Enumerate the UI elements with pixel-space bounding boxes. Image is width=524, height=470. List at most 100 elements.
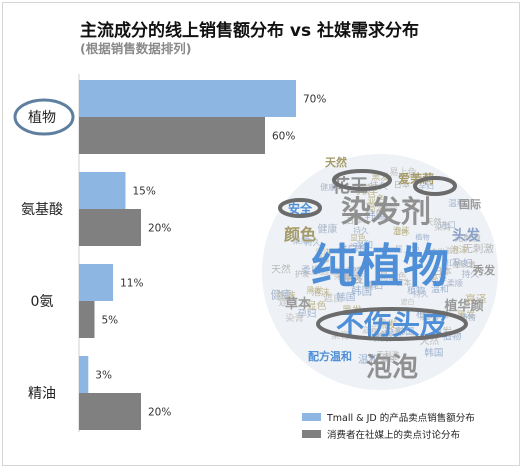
cloud-filler-word: 进口 [338, 244, 358, 256]
cloud-filler-word: 泡沫 [393, 226, 410, 236]
cloud-filler-word: 日本 [394, 179, 410, 189]
cloud-filler-word: 温和 [358, 353, 379, 365]
bars-group [78, 74, 296, 432]
cloud-filler-word: 泡沫 [312, 287, 330, 299]
cloud-filler-word: 亮泽 [315, 255, 329, 264]
chart-subtitle: (根据销售数据排列) [80, 41, 192, 56]
cloud-filler-word: 泡沫 [277, 289, 296, 301]
cloud-filler-word: 天然 [425, 217, 441, 227]
cloud-filler-word: 温和 [350, 243, 367, 254]
cloud-filler-word: 柔顺 [292, 236, 310, 247]
cloud-filler-word: 泡沫 [450, 245, 467, 255]
cloud-word: 国际 [459, 197, 481, 211]
cloud-filler-word: 亮泽 [365, 202, 387, 215]
cloud-filler-word: 健康 [271, 288, 293, 301]
cloud-filler-word: 遮白 [321, 265, 340, 277]
cloud-filler-word: 护发 [343, 271, 365, 285]
cloud-filler-word: 日本 [396, 278, 412, 288]
cloud-word: 爱茉莉 [398, 171, 434, 186]
legend-swatch [302, 430, 321, 438]
highlight-ellipse [316, 307, 468, 341]
cloud-filler-word: 易上色 [389, 166, 417, 178]
cloud-filler-word: 柔顺 [301, 265, 322, 277]
bar-social [79, 117, 265, 154]
cloud-filler-word: 亮泽 [465, 292, 487, 306]
cloud-filler-word: 孕妇 [384, 329, 398, 338]
cloud-filler-word: 进口 [365, 281, 384, 292]
cloud-filler-word: 植物 [407, 284, 425, 296]
cloud-filler-word: 温和 [355, 240, 373, 251]
chart-title: 主流成分的线上销售额分布 vs 社媒需求分布 [80, 21, 420, 41]
cloud-filler-word: 持久 [462, 268, 480, 280]
cloud-filler-word: 染膏 [434, 221, 452, 233]
category-label: 植物 [28, 110, 56, 126]
bar-social [79, 301, 95, 338]
cloud-filler-word: 易上色 [379, 270, 406, 282]
cloud-word: 纯植物 [311, 239, 449, 293]
value-label: 11% [120, 278, 143, 290]
cloud-filler-word: 持久 [305, 237, 321, 247]
cloud-filler-word: 韩国 [336, 292, 355, 304]
cloud-filler-word: 韩国 [424, 347, 443, 359]
cloud-filler-word: 柔顺 [345, 266, 362, 276]
cloud-filler-word: 韩国 [365, 207, 387, 221]
cloud-filler-word: 泡沫 [315, 247, 331, 257]
cloud-filler-word: 护发 [348, 265, 364, 275]
cloud-filler-word: 进口 [441, 259, 457, 268]
cloud-filler-word: 持久 [353, 226, 369, 236]
cloud-filler-word: 健康 [364, 280, 378, 289]
cloud-filler-word: 黑发 [306, 285, 322, 295]
cloud-word: 花王 [332, 175, 368, 197]
cloud-filler-word: 无刺激 [453, 259, 476, 269]
cloud-filler-word: 日本 [433, 266, 452, 278]
value-label: 20% [148, 407, 171, 419]
cloud-filler-word: 无刺激 [462, 242, 494, 255]
cloud-word: 配方温和 [308, 349, 352, 363]
cloud-filler-word: 遮白 [278, 296, 298, 309]
value-label: 5% [102, 315, 119, 327]
bar-social [79, 393, 141, 430]
bar-sales [79, 172, 126, 209]
cloud-filler-word: 韩国 [396, 325, 414, 337]
chart-frame [2, 2, 520, 466]
cloud-word: 染发剂 [341, 195, 431, 230]
cloud-filler-word: 染膏 [285, 312, 304, 324]
cloud-filler-word: 显色 [394, 228, 408, 237]
cloud-filler-word: 滋养 [384, 326, 404, 339]
cloud-word: 植华颜 [443, 298, 483, 314]
cloud-filler-word: 孕妇 [419, 181, 434, 191]
cloud-word: 草本 [285, 296, 311, 312]
value-label: 70% [303, 94, 326, 106]
bar-sales [79, 80, 296, 117]
highlight-ellipse [332, 169, 392, 191]
cloud-filler-word: 健康 [320, 182, 336, 192]
highlight-ellipse [413, 176, 457, 196]
cloud-filler-word: 柔顺 [447, 278, 463, 288]
category-label: 氨基酸 [21, 201, 63, 218]
bar-sales [79, 264, 114, 301]
value-label: 15% [133, 186, 156, 198]
cloud-word: 头发 [452, 227, 481, 244]
cloud-filler-word: 黑发 [377, 318, 397, 331]
cloud-word: 天然 [325, 155, 347, 169]
cloud-filler-word: 遮白 [401, 297, 415, 306]
category-label: 精油 [28, 386, 56, 402]
highlight-ellipse [278, 198, 322, 218]
value-label: 3% [95, 370, 112, 382]
cloud-filler-word: 温和 [431, 284, 449, 295]
cloud-filler-word: 植物 [460, 312, 476, 322]
cloud-filler-word: 进口 [439, 220, 456, 231]
bar-sales [79, 356, 89, 393]
cloud-filler-word: 护发 [428, 247, 446, 259]
value-label: 20% [148, 223, 171, 235]
cloud-filler-word: 持久 [413, 289, 429, 299]
cloud-filler-word: 染膏 [334, 269, 354, 282]
bar-social [79, 209, 141, 246]
cloud-filler-word: 天然 [271, 263, 291, 276]
cloud-word: 泡泡 [366, 353, 418, 383]
cloud-filler-word: 无刺激 [377, 349, 400, 359]
legend-swatch [302, 413, 321, 421]
word-cloud-disc [262, 154, 498, 390]
cloud-filler-word: 显色 [367, 193, 385, 205]
